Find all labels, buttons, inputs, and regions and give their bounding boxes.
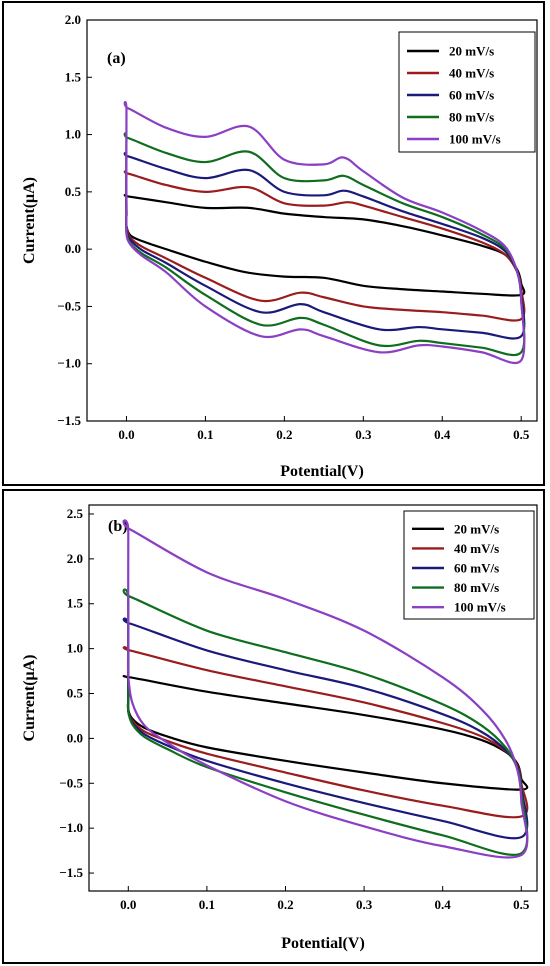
legend-label-1: 20 mV/s <box>454 521 499 536</box>
x-axis-title: Potential(V) <box>280 463 364 480</box>
legend-label-1: 20 mV/s <box>449 44 494 59</box>
x-tick-label: 0.2 <box>277 897 293 912</box>
x-tick-label: 0.3 <box>356 897 373 912</box>
y-tick-label: −1.5 <box>59 865 83 880</box>
x-tick-label: 0.1 <box>197 427 213 442</box>
x-tick-label: 0.3 <box>355 427 372 442</box>
x-tick-label: 0.0 <box>118 427 134 442</box>
y-axis-title: Current(μA) <box>21 655 38 742</box>
y-tick-label: −1.5 <box>57 413 81 428</box>
y-tick-label: 1.0 <box>65 127 81 142</box>
chart-a-svg: 0.0 0.1 0.2 0.3 0.4 0.5 −1.5 −1.0 −0.5 0.0 0.5 1.0 1… <box>4 3 543 484</box>
y-tick-label: −0.5 <box>57 298 81 313</box>
y-tick-label: 0.0 <box>67 730 83 745</box>
legend-label-5: 100 mV/s <box>454 600 506 615</box>
panel-label: (a) <box>107 50 126 67</box>
chart-panel-b: 0.0 0.1 0.2 0.3 0.4 0.5 −1.5 −1.0 −0.5 0.0 0.5 1.0 1… <box>2 489 545 964</box>
x-tick-label: 0.2 <box>276 427 292 442</box>
y-tick-label: 1.5 <box>67 596 84 611</box>
y-tick-label: 1.0 <box>67 641 83 656</box>
series-line-4 <box>125 133 525 355</box>
legend-label-4: 80 mV/s <box>454 580 499 595</box>
y-tick-label: 2.5 <box>67 506 84 521</box>
x-tick-label: 0.5 <box>513 897 530 912</box>
y-tick-label: 2.0 <box>67 551 83 566</box>
y-tick-label: 2.0 <box>65 12 81 27</box>
series-line-2 <box>124 647 528 817</box>
y-axis-title: Current(μA) <box>21 177 38 264</box>
y-tick-label: 0.5 <box>65 184 82 199</box>
x-tick-label: 0.5 <box>513 427 530 442</box>
y-tick-label: −1.0 <box>59 820 83 835</box>
legend-label-2: 40 mV/s <box>449 66 494 81</box>
x-tick-label: 0.4 <box>435 897 452 912</box>
chart-b-svg: 0.0 0.1 0.2 0.3 0.4 0.5 −1.5 −1.0 −0.5 0.0 0.5 1.0 1… <box>4 491 543 962</box>
y-tick-label: −1.0 <box>57 356 81 371</box>
series-line-3 <box>124 619 528 839</box>
legend-label-5: 100 mV/s <box>449 132 501 147</box>
series-line-1 <box>124 676 528 790</box>
x-axis-title: Potential(V) <box>281 935 365 952</box>
x-tick-label: 0.0 <box>120 897 136 912</box>
legend-label-3: 60 mV/s <box>454 561 499 576</box>
y-tick-label: 0.5 <box>67 686 84 701</box>
y-tick-label: 0.0 <box>65 241 81 256</box>
x-tick-label: 0.1 <box>199 897 215 912</box>
legend-label-3: 60 mV/s <box>449 88 494 103</box>
y-tick-label: 1.5 <box>65 69 82 84</box>
legend-label-4: 80 mV/s <box>449 110 494 125</box>
chart-panel-a: 0.0 0.1 0.2 0.3 0.4 0.5 −1.5 −1.0 −0.5 0.0 0.5 1.0 1… <box>2 1 545 486</box>
x-tick-label: 0.4 <box>434 427 451 442</box>
series-line-2 <box>125 172 525 321</box>
legend-label-2: 40 mV/s <box>454 541 499 556</box>
y-tick-label: −0.5 <box>59 775 83 790</box>
